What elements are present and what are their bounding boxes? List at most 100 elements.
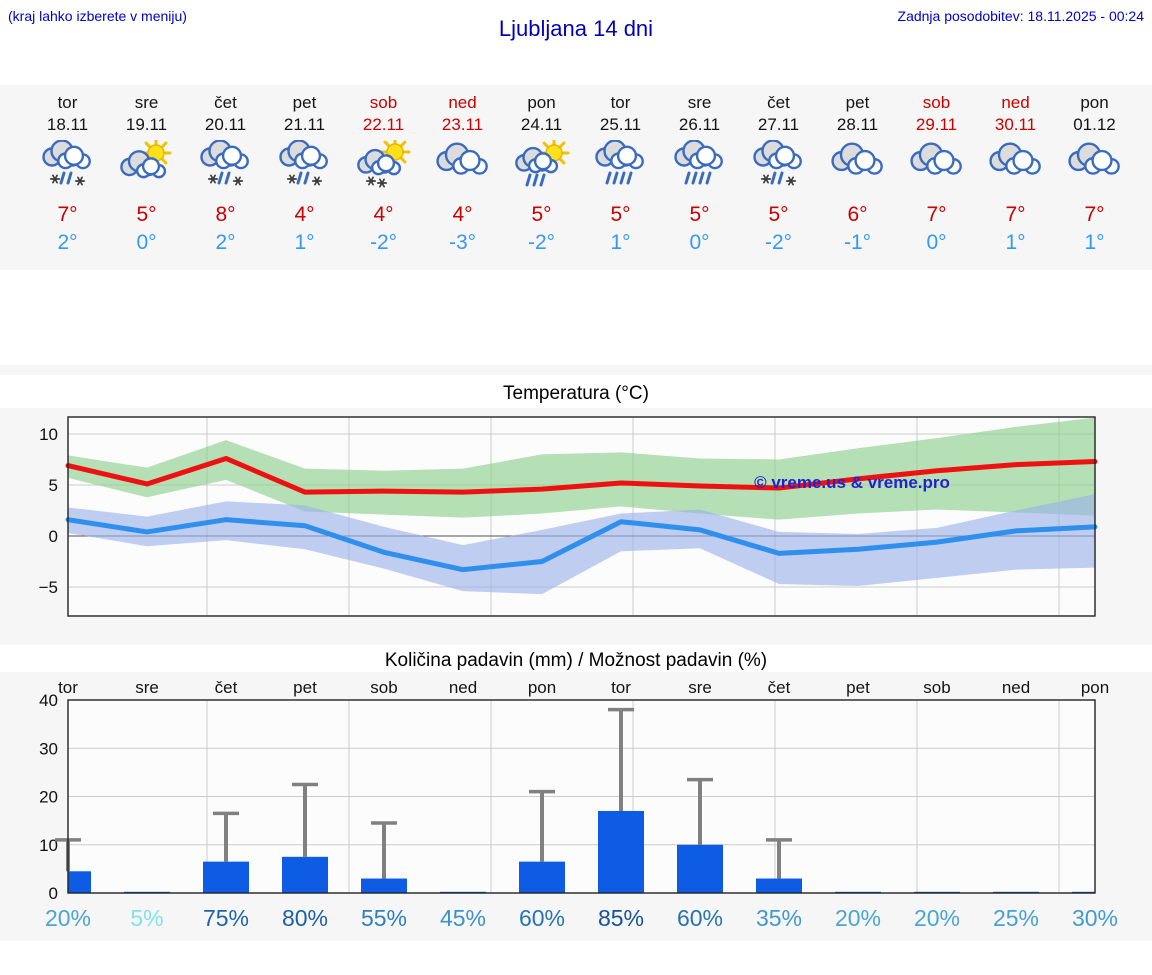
day-date: 24.11	[520, 115, 563, 134]
day-name: tor	[610, 93, 631, 112]
precip-day-label: sre	[135, 678, 159, 697]
precip-bar	[68, 871, 91, 893]
day-date: 29.11	[915, 115, 958, 134]
forecast-day: ned 30.11 7° 1°	[976, 92, 1055, 270]
forecast-day: sob 22.11 4° -2°	[344, 92, 423, 270]
snow-sun-icon	[356, 140, 410, 188]
cloudy-icon	[909, 142, 962, 175]
precip-day-label: pet	[293, 678, 317, 697]
precip-probability-label: 20%	[45, 905, 91, 931]
precip-day-label: pon	[528, 678, 556, 697]
day-high-temp: 7°	[1084, 203, 1105, 226]
precip-bar	[519, 861, 565, 893]
day-name: sre	[134, 93, 159, 112]
day-low-temp: 1°	[1005, 231, 1026, 254]
day-high-temp: 5°	[610, 203, 631, 226]
precip-probability-label: 20%	[835, 905, 881, 931]
day-icon	[818, 140, 897, 194]
rain-sun-icon	[514, 140, 569, 187]
forecast-strip: tor 18.11 7° 2° sre 19.11 5° 0° čet 20.1…	[0, 85, 1152, 270]
cloudy-icon	[435, 142, 488, 175]
precipitation-chart: tor sre čet pet sob ned pon tor sre čet pet sob ned p…	[0, 672, 1152, 941]
precip-probability-label: 20%	[914, 905, 960, 931]
day-date: 19.11	[125, 115, 168, 134]
precip-day-label: ned	[449, 678, 477, 697]
day-high-temp: 4°	[373, 203, 394, 226]
forecast-day: čet 27.11 5° -2°	[739, 92, 818, 270]
day-high-temp: 4°	[294, 203, 315, 226]
day-name: čet	[767, 93, 790, 112]
day-name: tor	[57, 93, 78, 112]
day-low-temp: 2°	[57, 231, 78, 254]
rain-icon	[594, 140, 644, 185]
day-low-temp: 1°	[610, 231, 631, 254]
precip-probability-label: 30%	[1072, 905, 1118, 931]
section-divider	[0, 365, 1152, 375]
day-name: sob	[369, 93, 398, 112]
precip-bar	[361, 878, 407, 893]
svg-text:10: 10	[39, 836, 58, 855]
day-low-temp: -2°	[764, 231, 793, 254]
rain-snow-icon	[752, 140, 802, 186]
day-icon	[265, 140, 344, 194]
day-icon	[423, 140, 502, 194]
day-date: 01.12	[1073, 115, 1116, 134]
day-low-temp: 1°	[1084, 231, 1105, 254]
precip-day-label: pet	[846, 678, 870, 697]
min-temperature-line	[65, 517, 1098, 573]
forecast-day: pon 24.11 5° -2°	[502, 92, 581, 270]
precip-bar	[756, 878, 802, 893]
day-low-temp: -1°	[843, 231, 872, 254]
precip-day-label: sob	[370, 678, 397, 697]
day-low-temp: -2°	[527, 231, 556, 254]
precip-day-label: čet	[215, 678, 238, 697]
day-high-temp: 6°	[847, 203, 868, 226]
day-high-temp: 5°	[689, 203, 710, 226]
precip-bar	[677, 844, 723, 893]
cloudy-icon	[830, 142, 883, 175]
precip-probability-label: 55%	[361, 905, 407, 931]
day-high-temp: 4°	[452, 203, 473, 226]
rain-icon	[673, 140, 723, 185]
menu-hint-text: (kraj lahko izberete v meniju)	[8, 8, 187, 24]
svg-text:20: 20	[39, 788, 58, 807]
cloudy-icon	[988, 142, 1041, 175]
svg-text:5: 5	[49, 476, 58, 495]
svg-text:40: 40	[39, 691, 58, 710]
day-name: pet	[845, 93, 870, 112]
day-low-temp: -2°	[369, 231, 398, 254]
precip-day-label: čet	[768, 678, 791, 697]
day-high-temp: 7°	[926, 203, 947, 226]
temperature-chart: 10 5 0 −5 © vreme.us & vreme.pro	[0, 408, 1152, 645]
day-name: sob	[922, 93, 951, 112]
precip-probability-label: 5%	[130, 905, 163, 931]
forecast-day: pet 21.11 4° 1°	[265, 92, 344, 270]
day-name: pon	[1080, 93, 1109, 112]
sun-cloud-icon	[119, 140, 171, 179]
day-icon	[897, 140, 976, 194]
temperature-chart-title: Temperatura (°C)	[503, 383, 649, 404]
day-date: 26.11	[678, 115, 721, 134]
precip-bar	[282, 856, 328, 893]
svg-text:10: 10	[39, 425, 58, 444]
day-name: pet	[292, 93, 317, 112]
day-high-temp: 8°	[215, 203, 236, 226]
day-low-temp: 0°	[689, 231, 710, 254]
precipitation-chart-title: Količina padavin (mm) / Možnost padavin …	[384, 650, 768, 671]
forecast-day: tor 25.11 5° 1°	[581, 92, 660, 270]
day-date: 22.11	[362, 115, 405, 134]
svg-text:0: 0	[49, 527, 58, 546]
precip-day-label: pon	[1081, 678, 1109, 697]
day-high-temp: 5°	[768, 203, 789, 226]
rain-snow-icon	[278, 140, 328, 186]
precip-probability-label: 80%	[282, 905, 328, 931]
rain-snow-icon	[41, 140, 91, 186]
forecast-day: sre 26.11 5° 0°	[660, 92, 739, 270]
precip-day-label: ned	[1002, 678, 1030, 697]
precip-probability-label: 45%	[440, 905, 486, 931]
precip-probability-label: 85%	[598, 905, 644, 931]
forecast-day: sre 19.11 5° 0°	[107, 92, 186, 270]
day-high-temp: 5°	[136, 203, 157, 226]
day-icon	[1055, 140, 1134, 194]
day-high-temp: 5°	[531, 203, 552, 226]
